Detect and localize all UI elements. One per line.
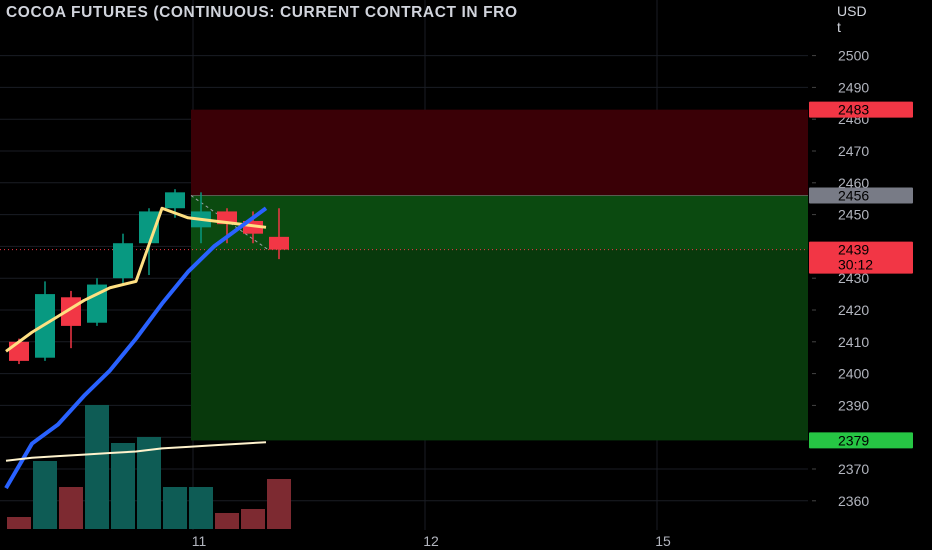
chart-title: COCOA FUTURES (CONTINUOUS: CURRENT CONTR… [6, 4, 518, 21]
time-axis[interactable]: 11 12 15 [192, 533, 671, 549]
stop-loss-zone [191, 109, 808, 196]
y-tick-label: 2400 [838, 366, 869, 382]
indicator-lines [4, 206, 268, 490]
entry-tag-text: 2456 [838, 188, 869, 204]
trade-path-line [190, 195, 269, 250]
candle-body [87, 284, 107, 323]
volume-bar [59, 487, 83, 529]
y-tick-label: 2390 [838, 397, 869, 413]
currency-label[interactable]: USD t [837, 3, 867, 35]
volume-bar [111, 443, 135, 529]
fast-moving-average [5, 206, 267, 353]
take-profit-zone [191, 195, 808, 441]
y-tick-label: 2370 [838, 461, 869, 477]
current-price-tag-text: 2439 [838, 242, 869, 258]
volume-bars [7, 405, 291, 529]
volume-bar [267, 479, 291, 529]
y-tick-label: 2470 [838, 143, 869, 159]
volume-bar [163, 487, 187, 529]
currency-unit: t [837, 19, 841, 35]
current-price-tag-bg [809, 241, 913, 274]
y-tick-label: 2450 [838, 207, 869, 223]
y-tick-label: 2500 [838, 48, 869, 64]
target-tag-text: 2379 [838, 432, 869, 448]
x-tick-label: 15 [655, 533, 671, 549]
y-tick-label: 2360 [838, 493, 869, 509]
volume-bar [215, 513, 239, 529]
entry-tag-bg [809, 187, 913, 204]
stop-loss-tag-bg [809, 101, 913, 118]
candle-body [165, 192, 185, 209]
candle-body [9, 341, 29, 361]
candle-body [139, 211, 159, 244]
y-tick-label: 2460 [838, 175, 869, 191]
volume-bar [241, 509, 265, 529]
volume-bar [137, 437, 161, 529]
candle-body [113, 243, 133, 279]
unrealized-zone [191, 249, 808, 441]
countdown-text: 30:12 [838, 257, 873, 273]
y-tick-label: 2420 [838, 302, 869, 318]
risk-reward-zones[interactable] [0, 109, 808, 441]
stop-loss-tag-text: 2483 [838, 102, 869, 118]
volume-bar [7, 517, 31, 529]
y-tick-label: 2430 [838, 270, 869, 286]
volume-moving-average [5, 441, 267, 462]
currency-code: USD [837, 3, 867, 19]
y-tick-label: 2410 [838, 334, 869, 350]
x-tick-label: 11 [192, 533, 207, 549]
slow-moving-average [4, 206, 268, 490]
target-tag-bg [809, 432, 913, 449]
y-tick-label: 2490 [838, 79, 869, 95]
volume-bar [189, 487, 213, 529]
volume-bar [33, 461, 57, 529]
x-tick-label: 12 [423, 533, 439, 549]
candle-body [269, 236, 289, 250]
volume-bar [85, 405, 109, 529]
